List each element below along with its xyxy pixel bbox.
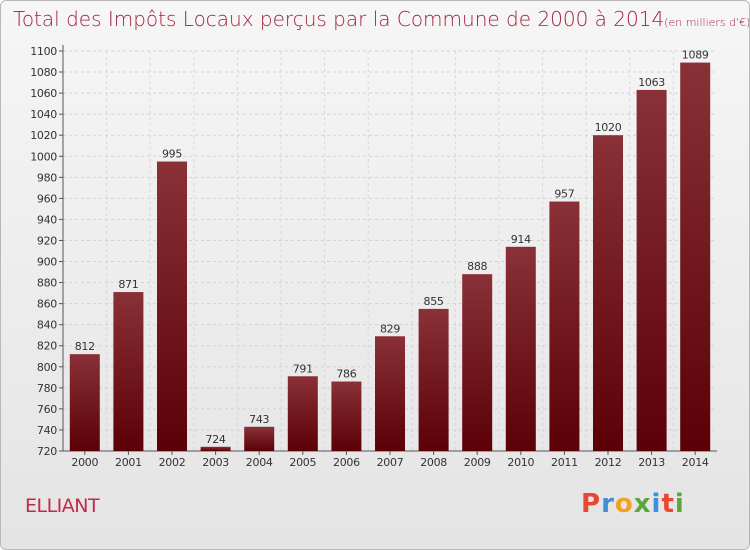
chart-title-text: Total des Impôts Locaux perçus par la Co… <box>13 7 665 31</box>
data-label: 1020 <box>595 121 622 134</box>
x-tick-label: 2009 <box>464 456 491 469</box>
bar <box>549 201 580 451</box>
x-tick-label: 2005 <box>289 456 316 469</box>
data-label: 1089 <box>682 49 709 62</box>
data-label: 871 <box>118 278 138 291</box>
x-tick-label: 2011 <box>551 456 578 469</box>
axes: 720 740 760 780 800 820 840 860 880 900 920 940 960 9… <box>30 45 717 469</box>
y-tick-label: 900 <box>37 256 57 269</box>
y-tick-label: 1000 <box>30 150 57 163</box>
bar <box>375 336 405 451</box>
x-tick-label: 2003 <box>202 456 229 469</box>
y-tick-label: 960 <box>37 192 57 205</box>
bar <box>593 135 623 452</box>
chart-title: Total des Impôts Locaux perçus par la Co… <box>13 7 750 31</box>
bar <box>157 161 187 452</box>
y-tick-label: 740 <box>37 424 57 437</box>
bar <box>462 274 493 451</box>
bar <box>244 426 275 451</box>
commune-name: ELLIANT <box>25 495 100 517</box>
logo-letter: x <box>633 489 652 519</box>
data-label: 812 <box>75 340 95 353</box>
y-tick-label: 780 <box>37 382 57 395</box>
y-tick-label: 980 <box>37 171 57 184</box>
data-label: 829 <box>380 322 400 335</box>
data-label: 724 <box>206 433 226 446</box>
logo-letter: r <box>601 489 615 519</box>
data-label: 791 <box>293 362 313 375</box>
x-tick-label: 2004 <box>246 456 273 469</box>
x-tick-label: 2000 <box>71 456 98 469</box>
y-tick-label: 940 <box>37 213 57 226</box>
y-tick-label: 720 <box>37 445 57 458</box>
x-tick-label: 2013 <box>638 456 665 469</box>
logo-letter: P <box>581 489 602 519</box>
chart-unit: (en milliers d'€) <box>664 16 750 29</box>
data-label: 1063 <box>638 76 665 89</box>
logo-letter: o <box>614 489 634 519</box>
y-tick-label: 1080 <box>30 66 57 79</box>
x-tick-label: 2014 <box>682 456 709 469</box>
y-tick-label: 1100 <box>30 45 57 58</box>
data-label: 957 <box>554 188 574 201</box>
x-tick-label: 2001 <box>115 456 142 469</box>
bar <box>69 354 100 451</box>
bars <box>69 62 711 452</box>
bar <box>113 292 144 451</box>
y-tick-label: 920 <box>37 234 57 247</box>
x-tick-label: 2007 <box>377 456 404 469</box>
logo-letter: i <box>674 489 685 519</box>
y-tick-label: 1040 <box>30 108 57 121</box>
y-tick-label: 860 <box>37 298 57 311</box>
bar <box>680 62 711 451</box>
x-tick-label: 2010 <box>507 456 534 469</box>
logo-letter: t <box>661 489 675 519</box>
y-tick-label: 1060 <box>30 87 57 100</box>
data-label: 743 <box>249 413 269 426</box>
data-label: 786 <box>336 368 356 381</box>
bar <box>418 308 449 451</box>
y-tick-label: 840 <box>37 319 57 332</box>
bar <box>331 381 362 451</box>
proxiti-logo[interactable]: Proxiti <box>581 489 685 519</box>
x-tick-label: 2006 <box>333 456 360 469</box>
y-tick-label: 760 <box>37 403 57 416</box>
logo-letter: i <box>651 489 662 519</box>
bar <box>200 446 231 451</box>
bar <box>287 376 318 451</box>
y-tick-label: 820 <box>37 340 57 353</box>
x-tick-label: 2012 <box>595 456 622 469</box>
x-tick-label: 2008 <box>420 456 447 469</box>
y-tick-label: 880 <box>37 277 57 290</box>
data-label: 855 <box>424 295 444 308</box>
data-label: 995 <box>162 148 182 161</box>
y-tick-label: 800 <box>37 361 57 374</box>
y-tick-label: 1020 <box>30 129 57 142</box>
bar <box>636 89 667 452</box>
data-label: 914 <box>511 233 531 246</box>
x-tick-label: 2002 <box>159 456 186 469</box>
data-labels: 812 871 995 724 743 791 786 829 855 888 914 957 1020… <box>75 49 709 446</box>
bar <box>505 246 536 451</box>
data-label: 888 <box>467 260 487 273</box>
